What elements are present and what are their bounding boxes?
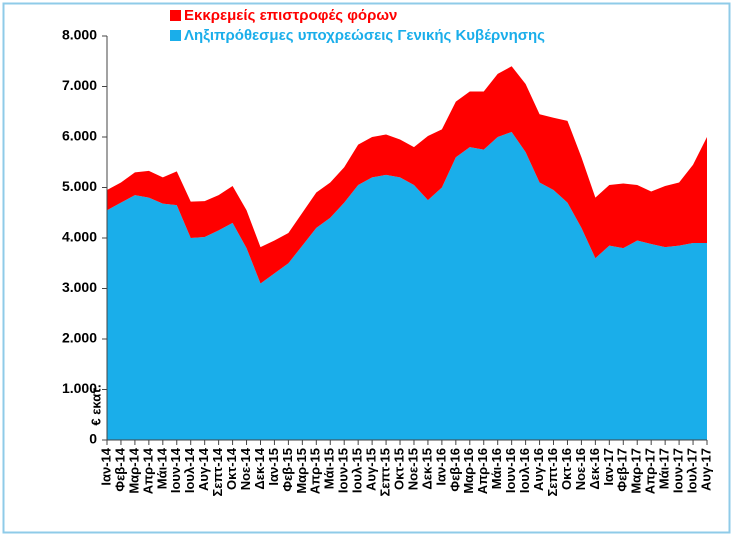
y-tick-label: 4.000 — [62, 229, 97, 245]
x-tick-label: Ιαν-16 — [433, 448, 448, 486]
x-tick-label: Ιαν-17 — [601, 448, 616, 486]
x-tick-label: Φεβ-16 — [447, 448, 462, 492]
x-tick-label: Σεπτ-16 — [545, 448, 560, 497]
x-tick-label: Ιουν-15 — [336, 448, 351, 493]
y-axis-label: € εκατ. — [88, 384, 103, 425]
y-tick-label: 3.000 — [62, 279, 97, 295]
area — [107, 131, 707, 440]
x-tick-label: Ιουν-16 — [503, 448, 518, 493]
x-tick-label: Απρ-15 — [308, 448, 323, 494]
x-tick-label: Οκτ-16 — [559, 448, 574, 490]
y-tick-label: 5.000 — [62, 178, 97, 194]
x-tick-label: Μαρ-14 — [126, 447, 141, 493]
x-tick-label: Ιουλ-14 — [182, 447, 197, 493]
x-tick-label: Μαρ-15 — [294, 448, 309, 494]
area — [107, 66, 707, 284]
x-tick-label: Μαρ-17 — [629, 448, 644, 494]
legend-swatch — [170, 10, 181, 21]
x-tick-label: Μαρ-16 — [461, 448, 476, 494]
y-tick-label: 0 — [89, 431, 97, 447]
x-tick-label: Απρ-16 — [475, 448, 490, 494]
x-tick-label: Μάι-15 — [322, 448, 337, 489]
y-tick-label: 8.000 — [62, 27, 97, 43]
x-tick-label: Ιουλ-17 — [684, 448, 699, 493]
x-tick-label: Μάι-16 — [489, 448, 504, 489]
legend-swatch — [170, 30, 181, 41]
x-tick-label: Αυγ-14 — [196, 447, 211, 491]
x-tick-label: Φεβ-17 — [615, 448, 630, 492]
x-tick-label: Νοε-16 — [573, 448, 588, 490]
y-tick-label: 6.000 — [62, 128, 97, 144]
x-tick-label: Οκτ-14 — [224, 447, 239, 490]
y-tick-label: 7.000 — [62, 77, 97, 93]
x-tick-label: Οκτ-15 — [391, 448, 406, 490]
x-tick-label: Μάι-14 — [154, 447, 169, 489]
legend-label: Ληξιπρόθεσμες υποχρεώσεις Γενικής Κυβέρν… — [184, 27, 545, 44]
x-tick-label: Δεκ-14 — [252, 447, 267, 489]
x-tick-label: Σεπτ-14 — [210, 447, 225, 496]
x-tick-label: Δεκ-15 — [419, 448, 434, 490]
x-tick-label: Νοε-14 — [238, 447, 253, 490]
x-tick-label: Αυγ-17 — [698, 448, 713, 491]
legend-label: Εκκρεμείς επιστροφές φόρων — [184, 7, 397, 24]
x-tick-label: Φεβ-14 — [112, 447, 127, 491]
x-tick-label: Ιαν-14 — [98, 447, 113, 485]
x-tick-label: Αυγ-16 — [531, 448, 546, 491]
x-tick-label: Ιουλ-15 — [350, 448, 365, 493]
x-tick-label: Ιαν-15 — [266, 448, 281, 486]
x-tick-label: Απρ-14 — [140, 447, 155, 494]
x-tick-label: Ιουν-14 — [168, 447, 183, 493]
x-tick-label: Φεβ-15 — [280, 448, 295, 492]
y-tick-label: 1.000 — [62, 380, 97, 396]
x-tick-label: Νοε-15 — [405, 448, 420, 490]
x-tick-label: Μάι-17 — [657, 448, 672, 489]
x-tick-label: Απρ-17 — [643, 448, 658, 494]
x-tick-label: Αυγ-15 — [364, 448, 379, 491]
x-tick-label: Ιουλ-16 — [517, 448, 532, 493]
x-tick-label: Δεκ-16 — [587, 448, 602, 490]
x-tick-label: Ιουν-17 — [671, 448, 686, 493]
y-tick-label: 2.000 — [62, 330, 97, 346]
x-tick-label: Σεπτ-15 — [378, 448, 393, 497]
